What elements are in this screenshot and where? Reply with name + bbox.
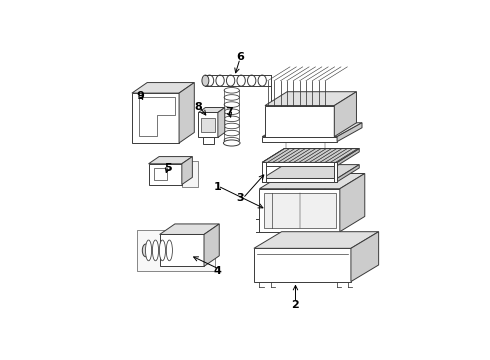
Ellipse shape (224, 87, 239, 93)
Polygon shape (148, 157, 193, 164)
Polygon shape (218, 108, 225, 138)
Ellipse shape (258, 75, 267, 86)
Polygon shape (259, 189, 340, 232)
Ellipse shape (166, 240, 172, 261)
Ellipse shape (224, 130, 239, 136)
Ellipse shape (202, 75, 209, 86)
Polygon shape (340, 174, 365, 232)
Text: 4: 4 (214, 266, 222, 275)
Text: 5: 5 (164, 163, 172, 173)
Polygon shape (198, 108, 225, 112)
Polygon shape (160, 224, 219, 234)
Polygon shape (203, 138, 214, 144)
Polygon shape (351, 232, 379, 282)
Polygon shape (264, 193, 336, 228)
Polygon shape (160, 234, 204, 266)
Text: 2: 2 (292, 300, 299, 310)
Ellipse shape (216, 75, 224, 86)
Polygon shape (259, 174, 365, 189)
Ellipse shape (224, 109, 239, 114)
Polygon shape (179, 82, 195, 143)
Polygon shape (132, 93, 179, 143)
Ellipse shape (159, 240, 166, 261)
Polygon shape (262, 149, 359, 162)
Polygon shape (182, 161, 198, 187)
Polygon shape (334, 92, 356, 136)
Polygon shape (154, 168, 167, 180)
Polygon shape (148, 164, 182, 185)
Polygon shape (198, 112, 218, 138)
Ellipse shape (226, 75, 235, 86)
Polygon shape (262, 162, 266, 182)
Text: 6: 6 (236, 52, 244, 62)
Polygon shape (265, 105, 334, 136)
Ellipse shape (224, 123, 239, 129)
Polygon shape (265, 92, 356, 105)
Polygon shape (262, 162, 337, 166)
Ellipse shape (146, 240, 151, 261)
Text: 8: 8 (195, 102, 202, 112)
Polygon shape (262, 123, 362, 136)
Ellipse shape (152, 240, 159, 261)
Polygon shape (262, 179, 337, 182)
Polygon shape (138, 230, 215, 270)
Ellipse shape (237, 75, 245, 86)
Polygon shape (262, 136, 337, 141)
Polygon shape (201, 118, 215, 132)
Polygon shape (254, 248, 351, 282)
Ellipse shape (224, 95, 239, 100)
Polygon shape (254, 232, 379, 248)
Polygon shape (337, 165, 359, 182)
Text: 1: 1 (214, 183, 222, 192)
Polygon shape (262, 165, 359, 179)
Ellipse shape (205, 75, 214, 86)
Polygon shape (337, 149, 359, 166)
Ellipse shape (224, 138, 239, 143)
Polygon shape (139, 97, 175, 136)
Text: 3: 3 (236, 193, 244, 203)
Ellipse shape (223, 140, 240, 146)
Polygon shape (132, 82, 195, 93)
Polygon shape (337, 123, 362, 141)
Text: 9: 9 (136, 91, 144, 101)
Ellipse shape (224, 116, 239, 122)
Text: 7: 7 (225, 108, 233, 117)
Polygon shape (334, 162, 337, 182)
Polygon shape (204, 224, 219, 266)
Ellipse shape (142, 244, 149, 257)
Ellipse shape (247, 75, 256, 86)
Polygon shape (182, 157, 193, 185)
Ellipse shape (224, 102, 239, 107)
Polygon shape (262, 149, 359, 162)
